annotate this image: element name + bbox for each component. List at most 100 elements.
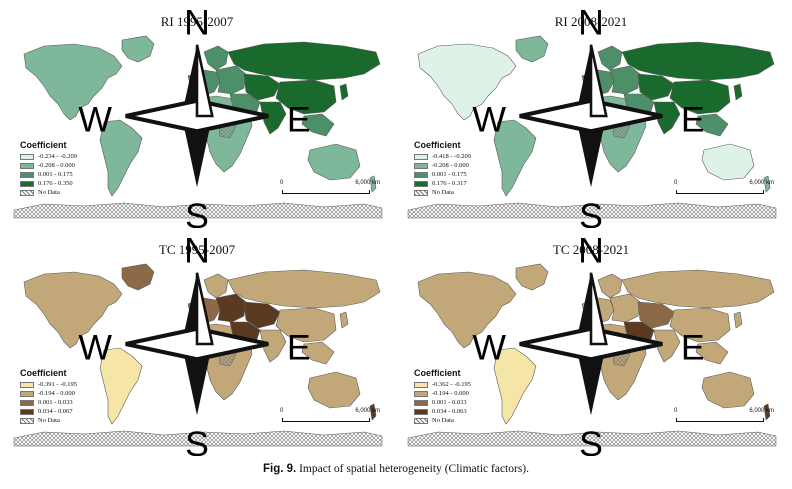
legend-item: -0.194 - 0.000 xyxy=(414,389,471,398)
region-russia xyxy=(227,41,381,81)
legend-swatch xyxy=(414,399,428,406)
scale-bar: 0 6,000 km xyxy=(280,180,380,200)
compass-label-w: W xyxy=(78,99,112,139)
legend-swatch xyxy=(20,171,34,178)
region-central-asia xyxy=(243,301,281,329)
legend-label: -0.208 - 0.000 xyxy=(432,162,469,169)
region-china xyxy=(669,79,731,115)
scale-bar-line xyxy=(676,418,764,422)
region-southeast-asia xyxy=(695,113,729,137)
compass-label-e: E xyxy=(681,327,705,367)
compass-label-e: E xyxy=(287,327,311,367)
scale-bar: 0 6,000 km xyxy=(674,180,774,200)
map-legend: Coefficient -0.391 - -0.195 -0.194 - 0.000… xyxy=(20,368,77,425)
region-central-asia xyxy=(637,301,675,329)
region-russia xyxy=(621,41,775,81)
region-south-america xyxy=(99,119,143,197)
map-title: RI 1995-2007 xyxy=(160,14,234,29)
legend-swatch xyxy=(414,390,428,397)
scale-label-end: 6,000 km xyxy=(749,180,774,186)
region-japan xyxy=(733,311,743,329)
legend-item: 0.001 - 0.033 xyxy=(414,398,471,407)
region-india xyxy=(653,101,681,135)
scale-bar-line xyxy=(282,418,370,422)
region-south-america xyxy=(493,347,537,425)
region-japan xyxy=(339,311,349,329)
scale-bar-line xyxy=(282,190,370,194)
compass-label-s: S xyxy=(185,196,209,228)
region-antarctica-nodata xyxy=(407,202,777,219)
compass-rose-icon: N S E W xyxy=(472,232,705,456)
region-australia xyxy=(307,143,361,181)
legend-title: Coefficient xyxy=(20,368,67,378)
region-antarctica-nodata xyxy=(13,430,383,447)
world-map xyxy=(13,263,383,447)
scale-label-start: 0 xyxy=(674,408,678,414)
scale-label-end: 6,000 km xyxy=(355,180,380,186)
compass-label-s: S xyxy=(579,196,603,228)
region-japan xyxy=(339,83,349,101)
region-eastern-europe xyxy=(215,65,247,95)
legend-swatch xyxy=(20,180,34,187)
legend-label: 0.001 - 0.175 xyxy=(432,171,467,178)
region-north-america xyxy=(23,43,123,121)
compass-label-n: N xyxy=(184,4,210,43)
region-southeast-asia xyxy=(301,113,335,137)
region-north-america xyxy=(417,271,517,349)
legend-swatch-nodata xyxy=(20,189,34,196)
region-south-america xyxy=(493,119,537,197)
world-map xyxy=(13,35,383,219)
legend-label: -0.362 - -0.195 xyxy=(432,381,471,388)
region-eastern-europe xyxy=(609,65,641,95)
compass-label-n: N xyxy=(578,4,604,43)
map-title: TC 1995-2007 xyxy=(158,242,236,257)
region-new-zealand xyxy=(763,403,771,421)
scale-bar: 0 6,000 km xyxy=(280,408,380,428)
legend-item: 0.001 - 0.175 xyxy=(20,170,77,179)
figure-caption: Fig. 9. Impact of spatial heterogeneity … xyxy=(0,463,792,475)
legend-title: Coefficient xyxy=(414,140,461,150)
legend-swatch xyxy=(20,408,34,415)
map-panel-ri-2008-2021: RI 2008-2021 N S E W Coefficient -0.418 - -0.2… xyxy=(398,4,784,228)
legend-swatch xyxy=(20,390,34,397)
legend-item: 0.034 - 0.067 xyxy=(20,407,77,416)
region-eastern-europe xyxy=(215,293,247,323)
region-russia xyxy=(621,269,775,309)
legend-label: -0.194 - 0.000 xyxy=(38,390,75,397)
legend-item: -0.208 - 0.000 xyxy=(414,161,471,170)
map-legend: Coefficient -0.362 - -0.195 -0.194 - 0.000… xyxy=(414,368,471,425)
compass-label-s: S xyxy=(185,424,209,456)
legend-item-nodata: No Data xyxy=(20,416,77,425)
region-new-zealand xyxy=(369,175,377,193)
region-india xyxy=(653,329,681,363)
compass-rose-icon: N S E W xyxy=(472,4,705,228)
compass-label-e: E xyxy=(681,99,705,139)
map-legend: Coefficient -0.418 - -0.209 -0.208 - 0.000… xyxy=(414,140,471,197)
legend-item: -0.391 - -0.195 xyxy=(20,380,77,389)
legend-swatch xyxy=(20,162,34,169)
map-title: RI 2008-2021 xyxy=(554,14,628,29)
legend-swatch xyxy=(414,171,428,178)
region-south-america xyxy=(99,347,143,425)
legend-label: -0.208 - 0.000 xyxy=(38,162,75,169)
region-china xyxy=(275,307,337,343)
legend-item: 0.176 - 0.317 xyxy=(414,179,471,188)
legend-swatch xyxy=(414,180,428,187)
legend-swatch-nodata xyxy=(414,189,428,196)
legend-label: 0.001 - 0.033 xyxy=(432,399,467,406)
legend-label: 0.001 - 0.175 xyxy=(38,171,73,178)
compass-label-e: E xyxy=(287,99,311,139)
compass-label-n: N xyxy=(184,232,210,271)
legend-swatch xyxy=(20,381,34,388)
legend-swatch xyxy=(20,399,34,406)
region-southeast-asia xyxy=(301,341,335,365)
scale-label-end: 6,000 km xyxy=(749,408,774,414)
region-north-america xyxy=(417,43,517,121)
compass-label-n: N xyxy=(578,232,604,271)
legend-label: -0.391 - -0.195 xyxy=(38,381,77,388)
legend-item: 0.001 - 0.033 xyxy=(20,398,77,407)
legend-swatch xyxy=(414,408,428,415)
legend-swatch-nodata xyxy=(20,417,34,424)
legend-item: -0.194 - 0.000 xyxy=(20,389,77,398)
region-australia xyxy=(701,371,755,409)
